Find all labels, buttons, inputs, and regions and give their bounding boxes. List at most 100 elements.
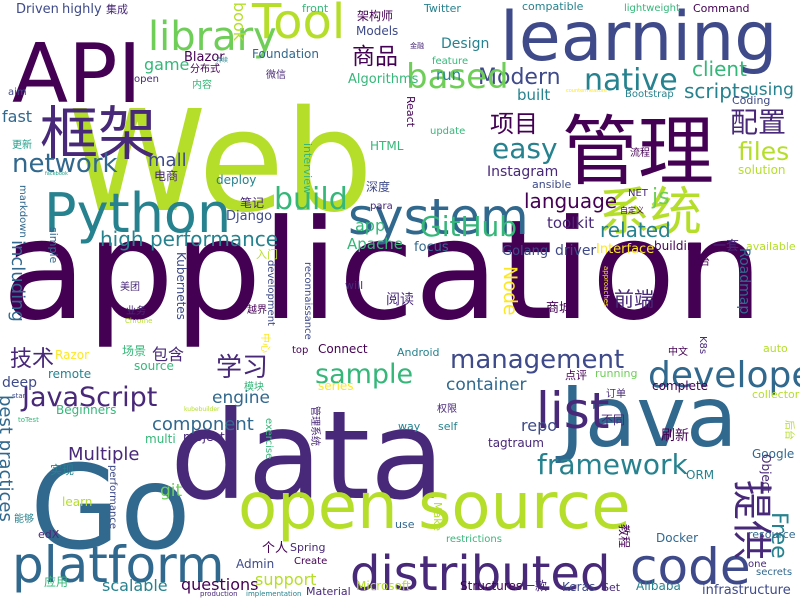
word-中心: 中心	[259, 333, 272, 353]
word-project: project	[183, 430, 225, 444]
word-series: series	[318, 379, 354, 393]
word-权限: 权限	[437, 402, 457, 415]
word-source: source	[134, 359, 174, 373]
word-不同: 不同	[601, 413, 625, 427]
word-running: running	[595, 367, 637, 380]
word-业务: 业务	[126, 304, 146, 317]
word-totest: toTest	[18, 416, 39, 424]
word-learning: learning	[500, 0, 777, 77]
word-订单: 订单	[606, 388, 626, 400]
word-api: API	[12, 27, 142, 122]
word-data: data	[170, 385, 445, 527]
word-alibaba: Alibaba	[636, 579, 681, 593]
word-countermeasure: countermeasure	[566, 88, 607, 94]
word-star: star	[12, 392, 26, 400]
word-模块: 模块	[244, 381, 264, 393]
word-performance: performance	[107, 465, 118, 529]
word-配置: 配置	[730, 106, 786, 139]
word-edx: edX	[38, 528, 60, 541]
word-way: way	[398, 420, 421, 433]
word-mall: mall	[148, 150, 187, 171]
word-object: Object	[759, 454, 773, 493]
word-material: Material	[306, 585, 351, 598]
word-管理系统: 管理系统	[309, 406, 322, 446]
word-modern: Modern	[478, 65, 561, 90]
word-aim: aim	[8, 87, 27, 98]
word-list: list	[536, 382, 609, 440]
word-github: GitHub	[420, 210, 517, 243]
word-para: para	[370, 201, 393, 212]
word-能够: 能够	[14, 512, 34, 525]
word-simple: simple	[47, 227, 60, 264]
word-update: update	[430, 126, 465, 137]
word-自定义: 自定义	[620, 205, 644, 215]
word-react: React	[404, 96, 417, 128]
word-deploy: deploy	[216, 173, 256, 187]
word-阅读: 阅读	[386, 291, 414, 308]
word-secrets: secrets	[756, 567, 792, 578]
word-django: Django	[226, 209, 272, 224]
word-html: HTML	[370, 139, 404, 153]
word-admin: Admin	[236, 557, 274, 571]
word-native: native	[584, 63, 678, 98]
word-microsoft: Microsoft	[356, 579, 411, 593]
word-go: Go	[30, 441, 191, 576]
word-design: Design	[441, 36, 489, 52]
word-后台: 后台	[783, 420, 796, 440]
word-前台: 前台	[690, 255, 710, 268]
word-facebook: facebook	[45, 171, 68, 177]
word-multiple: Multiple	[68, 444, 140, 465]
word-实现: 实现	[50, 462, 74, 477]
word-apache: Apache	[347, 235, 403, 253]
word-building: building	[654, 239, 702, 253]
word-auto: auto	[763, 342, 788, 355]
word-resource: resource	[748, 528, 796, 541]
word-open-source: open source	[238, 470, 631, 544]
word-场景: 场景	[122, 344, 146, 358]
word-build: build	[274, 182, 348, 217]
word-tagtraum: tagtraum	[488, 436, 544, 450]
word-focus: focus	[414, 240, 449, 255]
word-complete: complete	[652, 379, 708, 393]
word-scalable: scalable	[102, 576, 168, 595]
word-book: book	[230, 2, 249, 42]
word-algorithms: Algorithms	[348, 72, 419, 87]
word-run: run	[436, 66, 461, 84]
word-持续: 持续	[216, 56, 228, 64]
word-ansible: ansible	[532, 178, 572, 191]
word-container: container	[446, 375, 527, 395]
word-interview: interview	[301, 143, 314, 194]
word-java: Java	[555, 368, 737, 466]
word-提供: 提供	[728, 480, 774, 560]
word-lightweight: lightweight	[624, 3, 680, 14]
word-game: game	[144, 55, 189, 74]
word-client: client	[692, 57, 747, 81]
word-keras: Keras	[562, 580, 595, 594]
word-open: open	[134, 74, 159, 85]
word-compatible: compatible	[522, 0, 584, 13]
word-foundation: Foundation	[252, 47, 319, 61]
word-based: based	[406, 57, 509, 97]
word-roadmap: Roadmap	[736, 248, 752, 314]
word-分布式: 分布式	[190, 62, 220, 75]
word-questions: questions	[181, 575, 258, 594]
word-reconnaissance: reconnaissance	[302, 262, 313, 340]
word-easy: easy	[492, 132, 558, 165]
word-implementation: implementation	[246, 590, 301, 598]
word-教程: 教程	[617, 524, 632, 548]
word-development: development	[265, 260, 276, 326]
word-instagram: Instagram	[487, 164, 558, 180]
word-kubebuilder: kubebuilder	[184, 406, 220, 413]
word-structures: Structures	[460, 579, 522, 593]
word-command: Command	[693, 2, 750, 15]
word-use: use	[395, 518, 415, 531]
word-更新: 更新	[12, 138, 32, 151]
word-top: top	[292, 345, 308, 356]
word-will: will	[345, 279, 363, 292]
word-系统: 系统	[598, 183, 702, 243]
word-sample: sample	[315, 359, 413, 390]
word-built: built	[517, 86, 550, 104]
word-电商: 电商	[154, 168, 178, 183]
word-框架: 框架	[40, 100, 156, 168]
